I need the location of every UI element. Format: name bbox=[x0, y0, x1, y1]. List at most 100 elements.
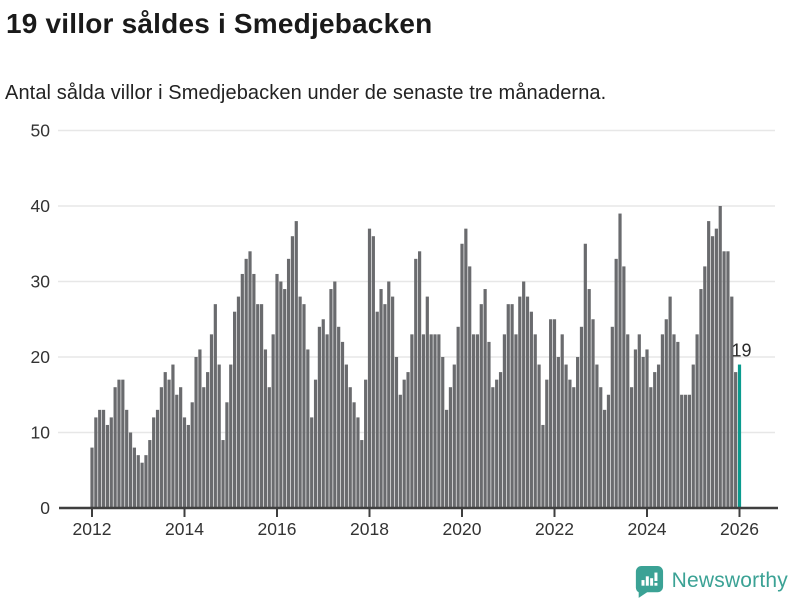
bar bbox=[718, 206, 722, 508]
bar bbox=[302, 304, 306, 508]
chart-subtitle: Antal sålda villor i Smedjebacken under … bbox=[5, 82, 607, 104]
bar bbox=[414, 258, 418, 508]
bar bbox=[672, 334, 676, 508]
bar bbox=[564, 364, 568, 508]
bar bbox=[614, 258, 618, 508]
bar bbox=[734, 372, 738, 508]
bar bbox=[113, 387, 117, 508]
bar bbox=[298, 296, 302, 508]
bar bbox=[136, 455, 140, 508]
x-axis: 2012 2014 2016 2018 2020 2022 2024 2026 bbox=[59, 506, 778, 539]
bar bbox=[179, 387, 183, 508]
bar bbox=[668, 296, 672, 508]
bar bbox=[483, 289, 487, 508]
bar bbox=[695, 334, 699, 508]
bar bbox=[572, 387, 576, 508]
bar bbox=[491, 387, 495, 508]
bar bbox=[452, 364, 456, 508]
bar bbox=[182, 417, 187, 508]
bar bbox=[236, 296, 241, 508]
bars-group bbox=[90, 206, 742, 509]
bar bbox=[441, 357, 445, 508]
bar bbox=[233, 311, 237, 508]
bar bbox=[356, 417, 360, 508]
bar bbox=[506, 304, 510, 508]
bar bbox=[206, 372, 210, 508]
bar bbox=[545, 379, 549, 508]
bar bbox=[549, 319, 553, 508]
bar bbox=[479, 304, 483, 508]
bar bbox=[421, 334, 426, 508]
bar bbox=[325, 334, 329, 508]
bar bbox=[444, 409, 449, 508]
bar bbox=[460, 243, 464, 508]
svg-text:2022: 2022 bbox=[535, 519, 574, 539]
svg-text:40: 40 bbox=[31, 196, 51, 216]
bar bbox=[294, 221, 298, 508]
bar bbox=[560, 334, 564, 508]
bar bbox=[337, 326, 341, 508]
bar bbox=[371, 236, 375, 508]
bar bbox=[464, 228, 468, 508]
bar bbox=[248, 251, 252, 509]
bar bbox=[595, 364, 599, 508]
svg-text:50: 50 bbox=[31, 121, 51, 141]
bar bbox=[629, 387, 634, 508]
bar bbox=[313, 379, 318, 508]
bar bbox=[406, 372, 410, 508]
bar bbox=[599, 387, 603, 508]
bar bbox=[410, 334, 414, 508]
bar bbox=[433, 334, 437, 508]
bar bbox=[159, 387, 163, 508]
bar bbox=[683, 394, 688, 508]
bar bbox=[213, 304, 217, 508]
bar bbox=[256, 304, 260, 508]
bar bbox=[279, 281, 283, 508]
bar bbox=[533, 334, 537, 508]
bar bbox=[148, 440, 152, 508]
bar bbox=[537, 364, 541, 508]
bar bbox=[275, 273, 279, 508]
bar bbox=[633, 349, 638, 508]
bar bbox=[394, 357, 399, 508]
bar bbox=[202, 387, 206, 508]
bar bbox=[163, 372, 167, 508]
bar bbox=[344, 364, 348, 508]
bar bbox=[448, 387, 453, 508]
bar bbox=[676, 341, 680, 508]
bar bbox=[155, 409, 160, 508]
bar bbox=[699, 289, 703, 508]
bar bbox=[186, 424, 190, 508]
bar bbox=[552, 319, 557, 508]
bar bbox=[583, 243, 587, 508]
highlight-bar bbox=[737, 364, 742, 508]
bar bbox=[637, 334, 641, 508]
svg-text:0: 0 bbox=[40, 498, 50, 518]
bar bbox=[529, 311, 533, 508]
bar bbox=[606, 394, 611, 508]
bar bbox=[568, 379, 572, 508]
bar bbox=[94, 417, 98, 508]
bar bbox=[398, 394, 402, 508]
bar bbox=[556, 357, 560, 508]
bar bbox=[664, 319, 668, 508]
bar bbox=[660, 334, 665, 508]
bar bbox=[360, 440, 364, 508]
bar bbox=[125, 409, 129, 508]
bar bbox=[209, 334, 214, 508]
bar bbox=[456, 326, 460, 508]
bar bbox=[128, 432, 133, 508]
bar bbox=[375, 311, 379, 508]
bar bbox=[468, 266, 472, 508]
svg-text:2024: 2024 bbox=[628, 519, 667, 539]
bar bbox=[383, 304, 387, 508]
bar bbox=[340, 341, 345, 508]
bar bbox=[576, 357, 580, 508]
svg-text:2026: 2026 bbox=[720, 519, 759, 539]
svg-text:20: 20 bbox=[31, 347, 51, 367]
bar bbox=[144, 455, 148, 508]
bar bbox=[418, 251, 422, 509]
bar bbox=[310, 417, 314, 508]
bar bbox=[321, 319, 325, 508]
